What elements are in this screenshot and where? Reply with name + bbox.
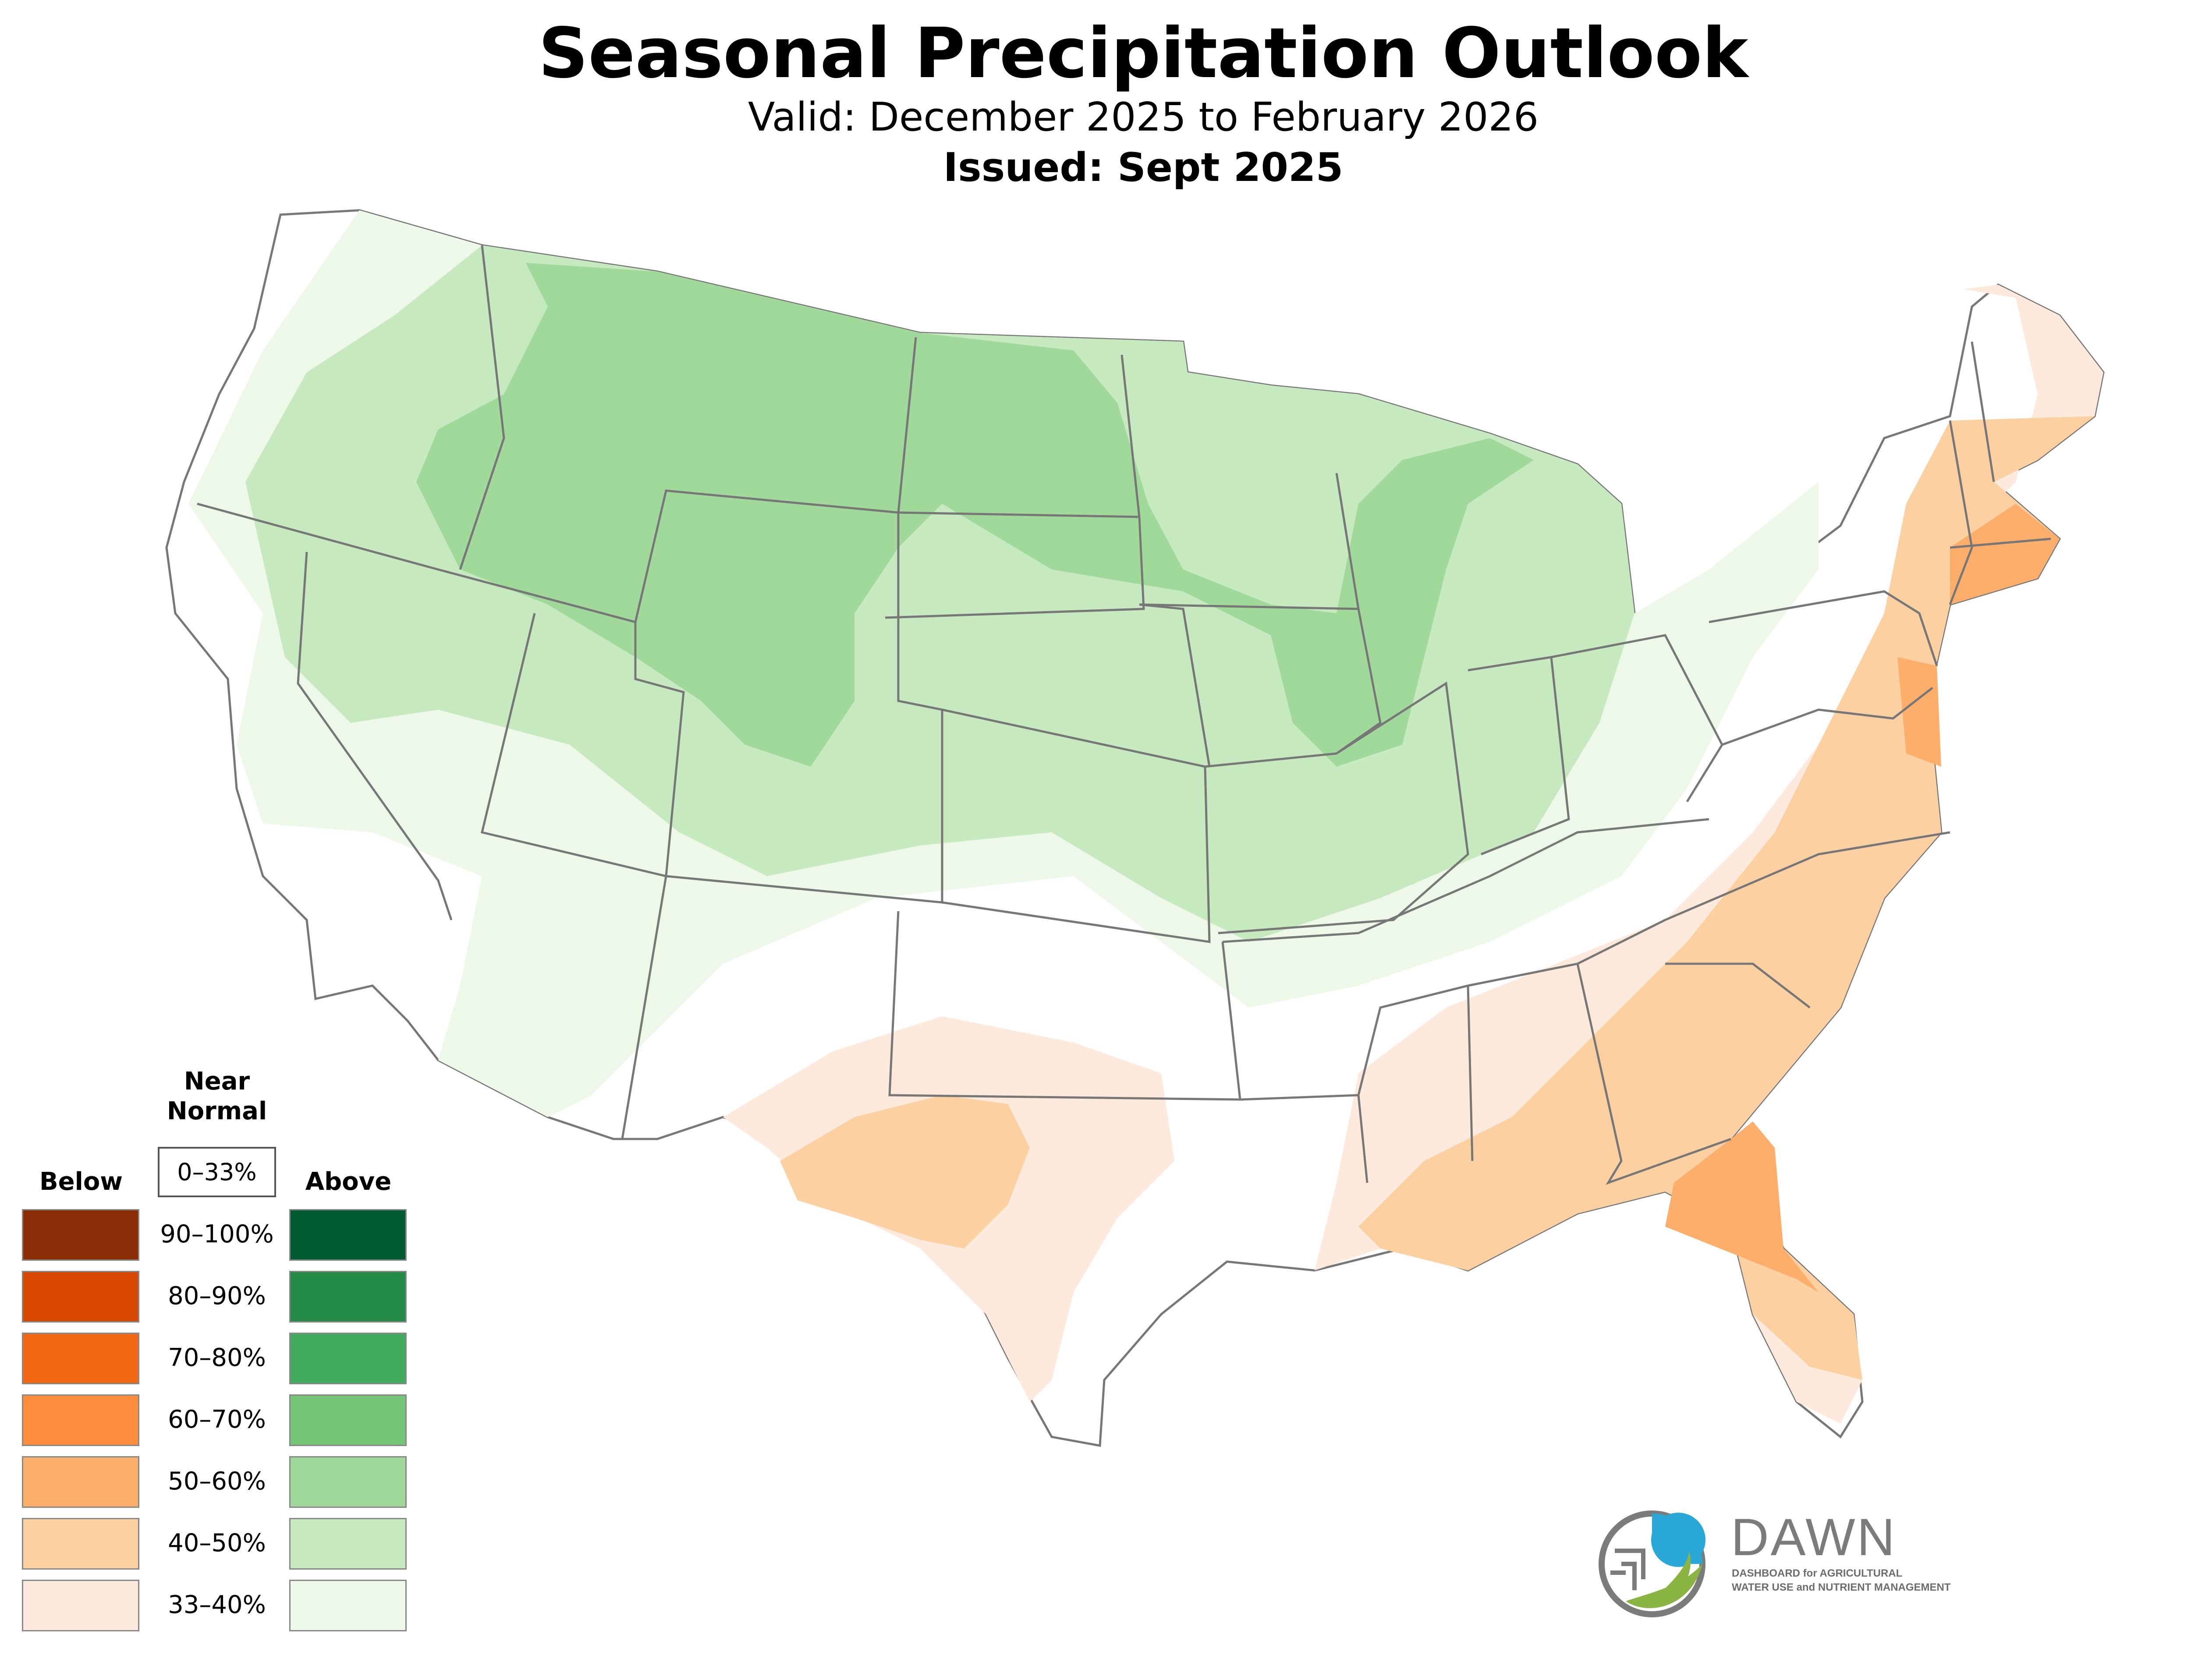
legend-above-swatch	[289, 1394, 407, 1446]
logo-name: DAWN	[1731, 1508, 1897, 1567]
legend-range-label: 50–60%	[168, 1467, 266, 1496]
legend-below-swatch	[22, 1333, 139, 1384]
logo-tagline-line1: DASHBOARD for AGRICULTURAL	[1732, 1567, 1903, 1579]
legend-below-swatch	[22, 1394, 139, 1446]
below-50-60-region	[1665, 504, 2060, 1292]
legend-range-label: 90–100%	[160, 1220, 274, 1249]
legend-above-swatch	[289, 1518, 407, 1570]
legend-below-swatch	[22, 1580, 139, 1631]
legend-below-swatch	[22, 1271, 139, 1323]
legend-below-swatch	[22, 1456, 139, 1508]
legend-near-heading: Near Normal	[167, 1067, 267, 1125]
valid-period: Valid: December 2025 to February 2026	[748, 94, 1539, 140]
logo-tagline-line2: WATER USE and NUTRIENT MANAGEMENT	[1732, 1581, 1951, 1593]
legend-range-label: 80–90%	[168, 1282, 266, 1310]
below-40-50-region	[1358, 416, 2095, 1380]
dawn-logo: DAWN DASHBOARD for AGRICULTURAL WATER US…	[1595, 1498, 1989, 1621]
legend-below-swatch	[22, 1518, 139, 1570]
legend-above-swatch	[289, 1456, 407, 1508]
state-borders	[197, 245, 2051, 1185]
below-40-50-texas	[780, 1095, 1030, 1249]
legend-below-swatch	[22, 1209, 139, 1261]
legend-above-heading: Above	[305, 1167, 392, 1196]
legend-below-heading: Below	[39, 1167, 123, 1196]
legend-above-swatch	[289, 1271, 407, 1323]
map-title: Seasonal Precipitation Outlook	[538, 13, 1748, 94]
legend-above-swatch	[289, 1333, 407, 1384]
legend-above-swatch	[289, 1580, 407, 1631]
legend-range-label: 60–70%	[168, 1405, 266, 1434]
legend-near-range: 0–33%	[158, 1147, 276, 1197]
issued-date: Issued: Sept 2025	[943, 145, 1344, 191]
legend-range-label: 40–50%	[168, 1529, 266, 1557]
legend-range-label: 33–40%	[168, 1591, 266, 1619]
legend-range-label: 70–80%	[168, 1344, 266, 1372]
legend-above-swatch	[289, 1209, 407, 1261]
dawn-logo-icon	[1599, 1510, 1705, 1617]
